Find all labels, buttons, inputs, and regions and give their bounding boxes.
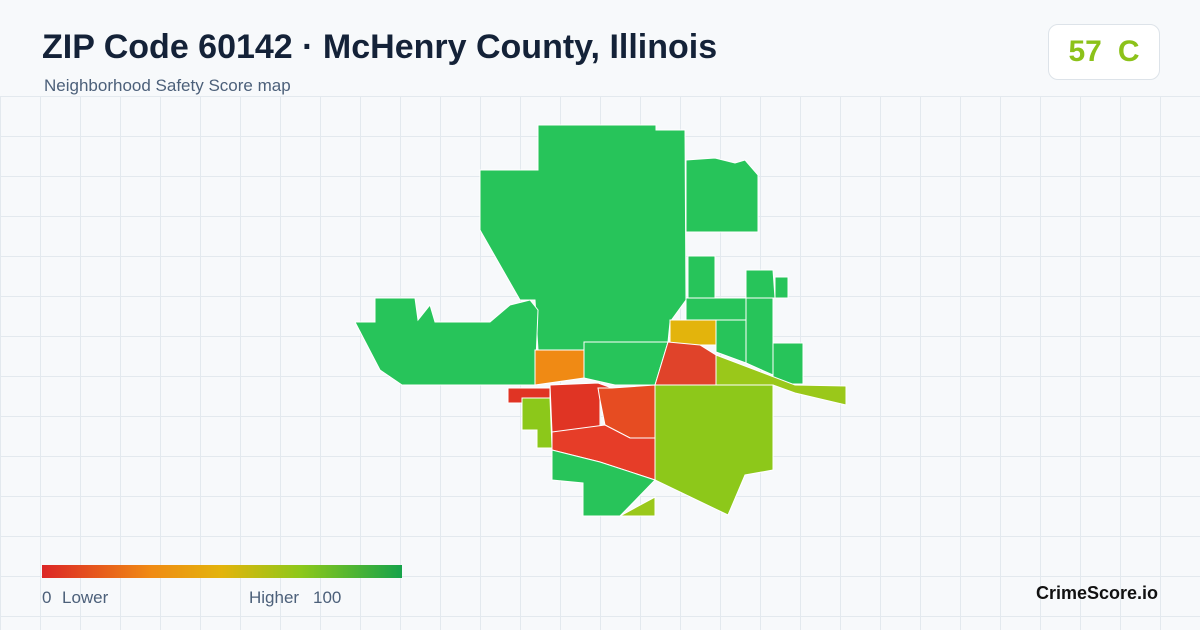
- legend-max: 100: [313, 588, 342, 607]
- grade: C: [1117, 35, 1140, 68]
- area: [479, 124, 687, 351]
- area: [685, 157, 759, 233]
- legend-min: 0: [42, 588, 52, 607]
- brand: CrimeScore.io: [1035, 583, 1158, 603]
- area: [772, 342, 804, 385]
- subtitle: Neighborhood Safety Score map: [44, 76, 291, 95]
- area: [715, 319, 747, 364]
- score-badge: 57 C: [1048, 24, 1160, 80]
- area: [583, 341, 669, 386]
- legend-max-label: Higher: [249, 588, 300, 607]
- area: [551, 449, 656, 517]
- area: [619, 496, 656, 517]
- score: 57: [1068, 35, 1102, 68]
- area: [669, 319, 717, 346]
- title: ZIP Code 60142 · McHenry County, Illinoi…: [42, 28, 718, 66]
- area: [745, 297, 774, 376]
- area: [745, 269, 776, 299]
- area: [774, 276, 789, 299]
- area: [521, 397, 553, 449]
- legend-gradient: [42, 565, 402, 578]
- area: [354, 297, 539, 386]
- area: [687, 255, 716, 299]
- legend-min-label: Lower: [62, 588, 109, 607]
- area: [654, 384, 774, 516]
- area: [534, 349, 585, 386]
- area: [685, 297, 747, 321]
